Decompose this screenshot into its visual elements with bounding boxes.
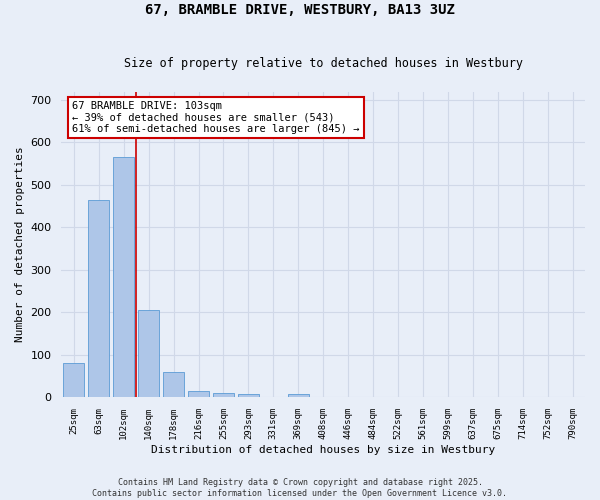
Bar (213, 393, 234, 398)
Bar (188, 391, 209, 398)
Bar (238, 394, 259, 398)
Bar (88, 200, 109, 398)
X-axis label: Distribution of detached houses by size in Westbury: Distribution of detached houses by size … (151, 445, 496, 455)
Text: Contains HM Land Registry data © Crown copyright and database right 2025.
Contai: Contains HM Land Registry data © Crown c… (92, 478, 508, 498)
Title: Size of property relative to detached houses in Westbury: Size of property relative to detached ho… (124, 56, 523, 70)
Text: 67, BRAMBLE DRIVE, WESTBURY, BA13 3UZ: 67, BRAMBLE DRIVE, WESTBURY, BA13 3UZ (145, 2, 455, 16)
Text: 67 BRAMBLE DRIVE: 103sqm
← 39% of detached houses are smaller (543)
61% of semi-: 67 BRAMBLE DRIVE: 103sqm ← 39% of detach… (72, 100, 359, 134)
Bar (287, 394, 309, 398)
Bar (163, 372, 184, 398)
Y-axis label: Number of detached properties: Number of detached properties (15, 146, 25, 342)
Bar (138, 310, 159, 398)
Bar (63, 364, 85, 398)
Bar (113, 158, 134, 398)
